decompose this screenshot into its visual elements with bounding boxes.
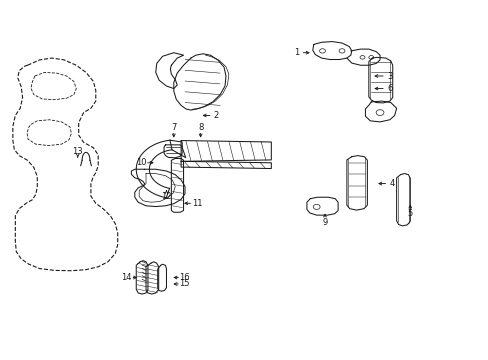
Text: 1: 1 [294,48,299,57]
Text: 8: 8 [198,123,203,132]
Text: 6: 6 [386,84,391,93]
Text: 16: 16 [179,273,190,282]
Text: 3: 3 [386,72,391,81]
Text: 10: 10 [136,158,146,167]
Text: 4: 4 [388,179,394,188]
Text: 12: 12 [161,192,171,201]
Text: 5: 5 [407,209,412,218]
Text: 7: 7 [171,123,176,132]
Text: 14: 14 [121,273,132,282]
Text: 2: 2 [213,111,219,120]
Text: 9: 9 [322,218,327,227]
Text: 15: 15 [179,279,190,288]
Text: 11: 11 [191,199,202,208]
Text: 13: 13 [72,147,83,156]
